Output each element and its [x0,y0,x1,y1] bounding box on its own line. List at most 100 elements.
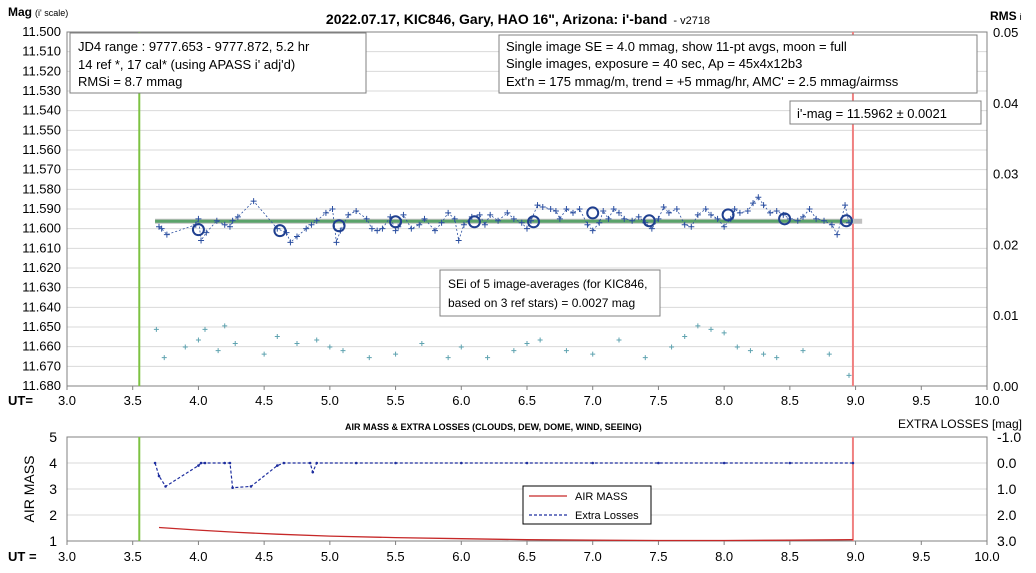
single-image-point [363,215,370,222]
rms-point [747,348,753,354]
extra-losses-point [311,470,315,474]
single-image-point [250,198,257,205]
single-image-point [794,217,801,224]
single-image-point [400,211,407,218]
mag-result-box: i'-mag = 11.5962 ± 0.0021 [789,100,982,125]
top-x-tick-label: 3.5 [124,393,142,408]
single-image-point [374,227,381,234]
extra-losses-point [591,461,595,465]
bottom-y-tick-labels: 5 4 3 2 1 [49,429,57,549]
rms-point [393,351,399,357]
extra-losses-point [788,461,792,465]
top-y-right-tick-label: 0.03 [993,167,1018,182]
top-y-tick-label: 11.550 [22,122,61,137]
single-image-point [445,209,452,216]
extra-losses-point [459,461,463,465]
airmass-line [158,526,853,542]
bottom-x-tick-label: 5.5 [387,549,405,564]
top-series [153,194,853,378]
single-image-point [421,215,428,222]
top-y-tick-label: 11.600 [22,221,61,236]
extra-losses-point [282,461,286,465]
single-image-point [635,213,642,220]
rms-point [445,355,451,361]
bottom-y-right-tick-label: 1.0 [997,481,1017,497]
top-x-tick-label: 8.5 [781,393,799,408]
average-point [389,215,403,229]
rms-point [708,326,714,332]
single-image-point [333,239,340,246]
bottom-vertical-lines [138,437,854,541]
extra-losses-point [851,461,855,465]
single-image-point [504,209,511,216]
single-image-point [584,221,591,228]
top-y-right-tick-label: 0.01 [993,308,1018,323]
rms-point [215,348,221,354]
single-image-point [673,206,680,212]
rms-point [524,341,530,347]
top-y-tick-label: 11.570 [22,162,61,177]
extra-losses-point [203,461,207,465]
bottom-x-tick-label: 3.0 [58,549,76,564]
rms-point [458,344,464,350]
rms-point [182,344,188,350]
single-image-point [432,227,438,234]
average-point [191,223,205,237]
bottom-y-right-label: EXTRA LOSSES [mag] [898,417,1022,431]
top-x-tick-label: 3.0 [58,393,76,408]
top-x-tick-label: 6.5 [518,393,536,408]
top-x-tick-label: 10.0 [974,393,999,408]
single-image-point [610,206,617,212]
rms-point [153,326,159,332]
bottom-x-tick-label: 10.0 [974,549,999,564]
top-y-right-label: RMS i [990,9,1022,23]
single-image-point [524,225,530,232]
rms-point [826,351,832,357]
single-image-point [163,231,170,238]
bottom-x-tick-label: 7.0 [584,549,602,564]
rms-point [846,372,852,378]
single-image-point [721,223,728,230]
single-image-point [702,206,709,212]
bottom-y-tick-label: 3 [49,481,57,497]
single-image-point [750,200,757,207]
top-y-tick-label: 11.580 [22,181,61,196]
info-right-line-2: Single images, exposure = 40 sec, Ap = 4… [506,56,802,71]
single-image-point [616,209,622,216]
single-image-point [576,206,583,212]
single-image-point [510,215,517,222]
bottom-plot-frame [66,436,988,542]
single-image-point [234,213,241,220]
rms-point [161,355,167,361]
extra-losses-point [657,461,660,465]
bottom-x-tick-label: 8.0 [715,549,733,564]
top-chart: 11.500 11.510 11.520 11.530 11.540 11.550 11.5… [8,5,1022,408]
single-image-point [203,229,210,236]
top-y-right-tick-labels: 0.05 0.04 0.03 0.02 0.01 0.00 [993,25,1018,394]
rms-point [734,344,740,350]
single-image-point [688,223,695,230]
rms-point [774,355,780,361]
single-image-point [495,217,502,224]
top-y-tick-label: 11.520 [22,63,61,78]
top-chart-title: 2022.07.17, KIC846, Gary, HAO 16", Arizo… [326,11,710,27]
bottom-x-tick-label: 5.0 [321,549,339,564]
extra-losses-point [354,461,358,465]
single-image-point [694,211,701,218]
single-image-point [195,215,202,222]
single-image-point [800,213,806,220]
top-y-tick-label: 11.620 [22,260,61,275]
extra-losses-point [249,485,253,488]
top-y-tick-label: 11.630 [22,280,61,295]
single-image-point [481,221,488,228]
bottom-legend: AIR MASS Extra Losses [522,485,652,525]
single-image-point [681,221,688,228]
single-image-point [660,204,667,211]
top-y-tick-label: 11.540 [22,103,61,118]
extra-losses-point [153,461,157,465]
top-x-tick-label: 5.5 [387,393,405,408]
rms-point [366,355,372,361]
top-x-tick-label: 7.0 [584,393,602,408]
bottom-y-right-tick-label: 2.0 [997,507,1017,523]
